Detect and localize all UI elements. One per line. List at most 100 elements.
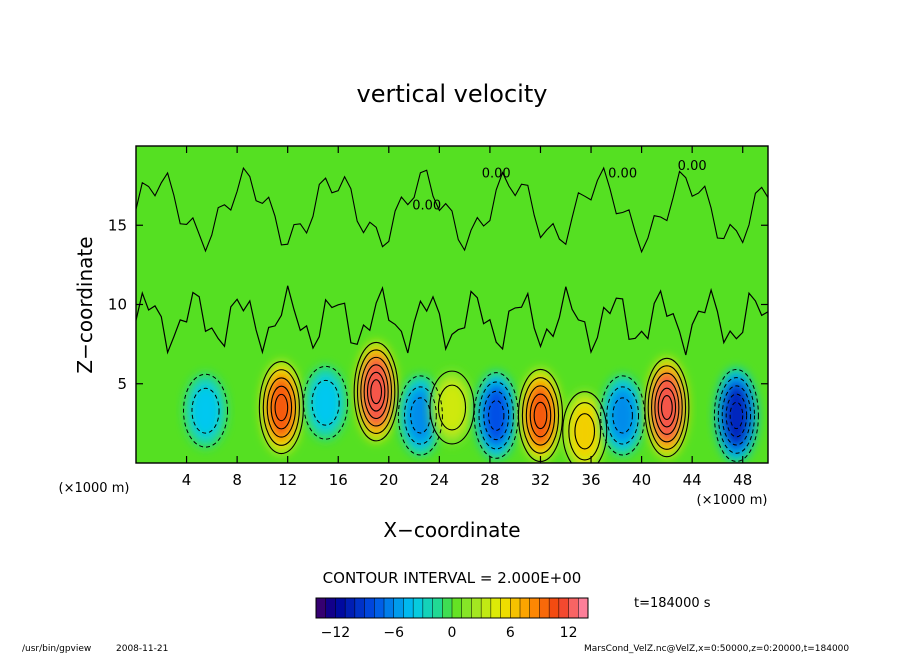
contour-line: [529, 393, 552, 438]
velocity-cell: [259, 359, 303, 456]
contour-line: [356, 349, 396, 434]
velocity-cell-ring: [268, 377, 295, 438]
cell-contour: [644, 357, 690, 458]
contour-line: [311, 379, 340, 426]
contour-line: [713, 368, 759, 462]
colorbar-frame: [315, 597, 589, 619]
colorbar-swatch: [325, 598, 336, 618]
velocity-cell-ring: [363, 359, 390, 424]
footer-source: MarsCond_VelZ.nc@VelZ,x=0:50000,z=0:2000…: [584, 644, 849, 654]
velocity-cell-ring: [653, 375, 680, 440]
zero-contour: [136, 166, 768, 254]
contour-line: [612, 397, 633, 434]
x-unit-left: (×1000 m): [59, 481, 130, 496]
contour-line: [478, 381, 514, 450]
time-label: t=184000 s: [634, 596, 711, 611]
contour-line: [270, 385, 293, 430]
velocity-cell-ring: [192, 387, 219, 435]
colorbar-swatch: [549, 598, 560, 618]
contour-line: [650, 372, 683, 443]
chart-title: vertical velocity: [357, 80, 548, 108]
colorbar-swatch: [490, 598, 501, 618]
contour-label: 0.00: [608, 167, 637, 182]
colorbar-swatch: [432, 598, 443, 618]
colorbar-tick-label: 6: [506, 625, 515, 641]
x-tick-label: 12: [278, 471, 297, 489]
contour-label: 0.00: [678, 159, 707, 174]
x-unit-right: (×1000 m): [697, 493, 768, 508]
contour-line: [521, 377, 560, 454]
colorbar-swatch: [393, 598, 404, 618]
contour-line: [725, 393, 748, 438]
colorbar-swatch: [345, 598, 356, 618]
colorbar-tick-label: −12: [321, 625, 351, 641]
cell-contour: [429, 370, 475, 445]
contour-label: 0.00: [482, 167, 511, 182]
colorbar-swatch: [500, 598, 511, 618]
contour-line: [488, 400, 505, 431]
x-tick-label: 36: [581, 471, 600, 489]
contour-line: [429, 370, 475, 445]
contour-lines: 0.00 0.00 0.00 0.00: [136, 159, 768, 463]
velocity-cell-ring: [483, 387, 510, 444]
colorbar-swatch: [520, 598, 531, 618]
x-tick-label: 32: [531, 471, 550, 489]
colorbar-tick-label: 0: [448, 625, 457, 641]
zero-contour: [136, 285, 768, 356]
contour-line: [574, 413, 596, 450]
contour-line: [660, 395, 673, 421]
contour-line: [191, 387, 220, 434]
colorbar-tick-label: 12: [560, 625, 578, 641]
contour-line: [366, 371, 386, 412]
contour-line: [262, 369, 300, 446]
colorbar-swatch: [471, 598, 482, 618]
x-axis-label: X−coordinate: [383, 518, 520, 542]
plot-area: 0.000.000.000.00 4 8 12 16 20 24 28 32 36 40 44 48 …: [108, 145, 769, 489]
cell-contour: [353, 341, 399, 442]
contour-line: [437, 384, 467, 431]
colorbar-swatch: [354, 598, 365, 618]
x-tick-label: 8: [232, 471, 242, 489]
x-tick-label: 28: [480, 471, 499, 489]
contour-line: [258, 360, 304, 455]
contour-line: [533, 401, 548, 430]
velocity-cell: [474, 371, 518, 460]
cell-contour: [303, 365, 349, 440]
y-axis-label: Z−coordinate: [73, 236, 97, 373]
x-tick-label: 4: [182, 471, 192, 489]
colorbar-swatch: [335, 598, 346, 618]
contour-line: [483, 390, 510, 441]
contour-line: [654, 380, 680, 435]
colorbar-swatch: [568, 598, 579, 618]
contour-line: [397, 375, 443, 456]
contour-line: [568, 402, 602, 461]
colorbar-swatch: [510, 598, 521, 618]
colorbar-swatch: [529, 598, 540, 618]
velocity-cell-ring: [527, 385, 554, 446]
colorbar-swatch: [461, 598, 472, 618]
contour-label: 0.00: [412, 198, 441, 213]
velocity-cell-ring: [723, 385, 750, 446]
contour-line: [717, 377, 755, 454]
contour-line: [562, 391, 608, 463]
velocity-cell: [715, 367, 758, 463]
colorbar-swatch: [403, 598, 414, 618]
x-tick-label: 48: [733, 471, 752, 489]
footer-program: /usr/bin/gpview: [22, 644, 91, 654]
contour-line: [370, 379, 383, 405]
cell-contour: [713, 368, 759, 462]
colorbar-swatch: [442, 598, 453, 618]
colorbar-swatch: [422, 598, 433, 618]
cell-contour: [183, 373, 229, 448]
contour-line: [274, 393, 289, 422]
x-tick-label: 24: [430, 471, 449, 489]
colorbar-swatch: [539, 598, 550, 618]
cell-contour: [397, 375, 443, 456]
x-tick-label: 16: [329, 471, 348, 489]
contour-line: [363, 364, 389, 420]
contour-line: [266, 377, 297, 438]
contour-interval: CONTOUR INTERVAL = 2.000E+00: [323, 569, 582, 587]
contour-line: [183, 373, 229, 448]
colorbar-swatch: [558, 598, 569, 618]
